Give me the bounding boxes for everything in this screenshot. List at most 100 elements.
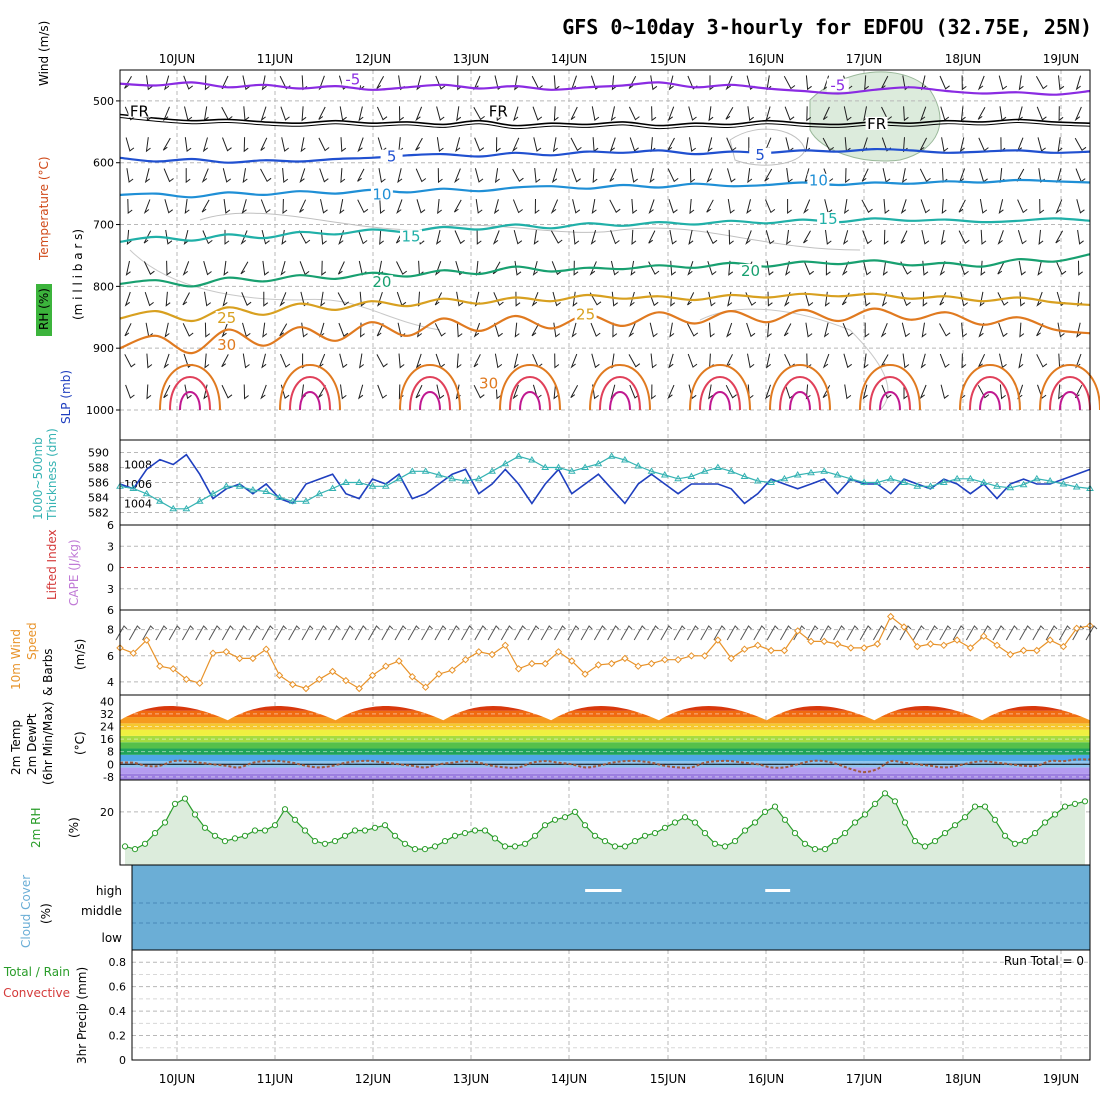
wind-barb	[708, 384, 714, 400]
rh-point	[451, 832, 459, 839]
wind-point	[953, 636, 961, 644]
thickness-point	[222, 482, 231, 489]
ylabel-2m-temp: 2m Temp	[9, 720, 23, 775]
wind-barb-10m	[407, 625, 420, 641]
cloud-gap	[585, 889, 622, 892]
thickness-point	[567, 467, 576, 474]
wind-barb	[242, 353, 250, 369]
wind-barb	[553, 384, 559, 400]
contour-label: 25	[217, 309, 236, 327]
thickness-point	[1046, 477, 1054, 484]
thickness-tick: 588	[88, 462, 109, 475]
wind-barb	[434, 323, 446, 337]
wind-barb	[651, 106, 657, 122]
wind-barb	[513, 353, 519, 369]
wind-barb	[706, 168, 713, 184]
thickness-point	[953, 474, 961, 482]
wind-barb	[359, 291, 366, 307]
date-label-top: 17JUN	[846, 52, 883, 66]
rh-ylabel: 2m RH (%)	[29, 808, 81, 849]
wind-barb	[396, 291, 407, 307]
thickness-point	[607, 452, 616, 459]
ylabel-thickness: Thickness (dm)	[45, 428, 59, 521]
ylabel-ms: (m/s)	[73, 639, 87, 670]
precip-tick: 0.4	[109, 1005, 127, 1018]
wind-barb	[531, 292, 539, 307]
rh-point	[121, 843, 129, 850]
wind-barb	[492, 230, 500, 245]
wind-barb	[415, 353, 422, 369]
hot-contour-40	[1059, 391, 1081, 411]
wind-barb-10m	[713, 625, 726, 641]
wind-barb	[960, 291, 968, 307]
wind-barb	[668, 353, 674, 369]
wind-barb	[786, 168, 793, 183]
ylabel-rh: RH (%)	[37, 288, 51, 330]
wind-barb	[977, 75, 985, 91]
contour-label-bg	[370, 275, 393, 289]
wind-point	[860, 644, 868, 652]
wind-barb	[455, 137, 461, 153]
rh-point	[431, 843, 439, 850]
wind-barb	[844, 384, 852, 400]
wind-barb	[416, 199, 426, 214]
wind-barb	[182, 261, 190, 276]
wind-barb	[260, 106, 267, 122]
wind-barb-10m	[1019, 625, 1031, 641]
contour-label: 25	[576, 305, 595, 323]
wind-barb	[628, 322, 636, 338]
wind-barb	[221, 106, 233, 121]
ylabel-barbs: & Barbs	[41, 648, 55, 696]
wind-barb	[941, 198, 947, 215]
wind-barb	[669, 322, 675, 338]
rh-point	[661, 824, 669, 831]
wind-barb-10m	[726, 625, 739, 641]
wind-barb	[397, 168, 403, 184]
wind-barb	[960, 106, 966, 122]
panels: 10JUN 10JUN 11JUN 11JUN 12JUN 12JUN 13JUN 13JUN…	[3, 21, 1100, 1086]
wind-barb	[706, 199, 714, 213]
thickness-point	[939, 478, 948, 485]
rh-point	[1061, 803, 1069, 810]
wind-barb	[726, 322, 733, 338]
wind-barb-10m	[952, 625, 965, 641]
rh-point	[911, 838, 919, 845]
upper-air-panel: 500 600 700 800 900 1000 -5 -5 FR FR FR 5 5 10 10 15 15 2…	[36, 21, 1100, 441]
wind-barb	[299, 261, 310, 276]
rh-point	[591, 832, 599, 839]
date-label-bottom: 19JUN	[1043, 1072, 1080, 1086]
wind-barb	[589, 292, 602, 306]
wind-barb	[143, 230, 152, 244]
wind-barb	[494, 322, 503, 338]
ylabel-speed: Speed	[25, 622, 39, 660]
wind-barb	[747, 353, 755, 369]
wind-barb	[398, 353, 405, 369]
wind-point	[1059, 642, 1068, 651]
wind-barb	[882, 260, 888, 276]
wind-point	[1006, 650, 1015, 659]
wind-barb	[806, 353, 812, 369]
wind-barb	[224, 229, 230, 245]
wind-barb	[883, 229, 889, 245]
wind-barb	[475, 260, 481, 276]
thickness-point	[913, 482, 922, 489]
hot-contour-30	[499, 364, 561, 411]
wind-barb	[165, 229, 173, 245]
hot-contour-35	[289, 376, 331, 411]
wind-barb-10m	[1032, 625, 1045, 641]
wind-barb	[767, 322, 772, 338]
wind-barb	[612, 322, 618, 338]
wind-barb	[592, 168, 598, 184]
lifted-panel: 6 3 0 3 6 Lifted Index CAPE (J/kg)	[45, 519, 1091, 617]
ylabel-convective: Convective	[3, 986, 70, 1000]
rh-point	[811, 846, 819, 853]
wind-barb	[376, 106, 388, 121]
wind-barb	[688, 384, 697, 400]
thickness-point	[461, 477, 470, 484]
wind-barb	[631, 229, 637, 245]
ylabel-millibars: (m i l l i b a r s)	[71, 229, 85, 320]
wind-point	[395, 657, 403, 665]
rh-point	[251, 827, 259, 834]
wind-barb	[339, 106, 347, 122]
wind-barb	[514, 75, 520, 91]
